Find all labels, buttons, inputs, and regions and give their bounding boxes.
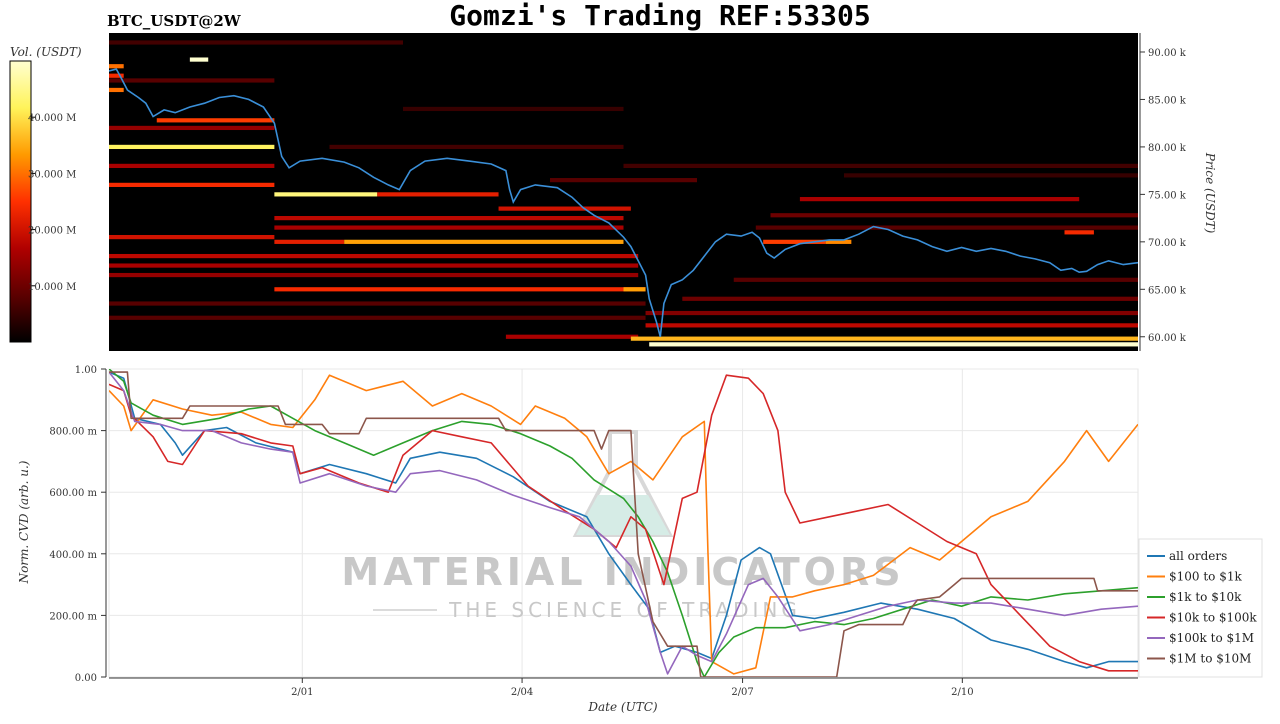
price-tick-label: 80.00 k: [1148, 143, 1187, 154]
liquidity-band: [403, 106, 624, 112]
liquidity-band: [844, 173, 1138, 178]
cvd-tick-label: 0.00: [75, 673, 97, 684]
liquidity-band: [763, 239, 826, 244]
cvd-axis-label: Norm. CVD (arb. u.): [17, 460, 31, 584]
liquidity-band: [274, 216, 624, 221]
liquidity-band: [109, 163, 275, 168]
liquidity-band: [1064, 230, 1094, 235]
price-axis-label: Price (USDT): [1203, 152, 1217, 234]
legend-entry: $100k to $1M: [1169, 631, 1254, 645]
liquidity-band: [109, 315, 646, 320]
liquidity-band: [274, 287, 646, 292]
watermark-line2: THE SCIENCE OF TRADING: [448, 598, 801, 622]
liquidity-band: [274, 225, 624, 230]
colorbar-label: Vol. (USDT): [10, 45, 82, 59]
price-tick-label: 75.00 k: [1148, 190, 1187, 201]
liquidity-band: [623, 287, 646, 292]
price-tick-label: 60.00 k: [1148, 333, 1187, 344]
cvd-tick-label: 1.00: [75, 365, 97, 376]
cvd-series-line: [109, 374, 1138, 675]
liquidity-band: [109, 78, 275, 83]
liquidity-band: [645, 310, 1138, 316]
liquidity-band: [630, 336, 1138, 341]
price-tick-label: 90.00 k: [1148, 48, 1187, 59]
liquidity-band: [109, 73, 124, 78]
pair-label: BTC_USDT@2W: [107, 12, 242, 30]
liquidity-band: [109, 272, 639, 278]
watermark-flask-fill-icon: [576, 495, 670, 535]
liquidity-band: [344, 239, 624, 244]
liquidity-band: [109, 64, 124, 69]
colorbar-tick-label: 20.000 M: [28, 226, 76, 237]
liquidity-band: [550, 178, 697, 183]
price-line: [109, 68, 1138, 338]
liquidity-band: [109, 144, 275, 150]
date-axis-ticks: 2/01 2/04 2/07 2/10: [109, 677, 1138, 698]
price-tick-label: 70.00 k: [1148, 238, 1187, 249]
date-tick-label: 2/01: [291, 687, 313, 698]
cvd-series-line: [109, 371, 1138, 677]
liquidity-band: [109, 234, 275, 240]
cvd-tick-label: 600.00 m: [49, 488, 97, 499]
legend-entry: $1k to $10k: [1169, 590, 1242, 604]
cvd-tick-label: 200.00 m: [49, 611, 97, 622]
liquidity-band: [189, 57, 209, 62]
liquidity-band: [109, 301, 646, 306]
colorbar-tick-label: 40.000 M: [28, 113, 76, 124]
liquidity-band: [329, 144, 624, 150]
liquidity-band: [109, 253, 639, 259]
date-tick-label: 2/07: [731, 687, 753, 698]
cvd-panel: MATERIAL INDICATORS THE SCIENCE OF TRADI…: [17, 365, 1139, 714]
cvd-axis-ticks: 0.00 200.00 m 400.00 m 600.00 m 800.00 m 1.00: [49, 365, 107, 684]
colorbar-tick-label: 30.000 M: [28, 169, 76, 180]
cvd-tick-label: 800.00 m: [49, 427, 97, 438]
liquidity-band: [109, 182, 275, 187]
price-tick-label: 65.00 k: [1148, 285, 1187, 296]
heatmap-panel: 60.00 k 65.00 k 70.00 k 75.00 k 80.00 k 85.00…: [109, 33, 1217, 351]
colorbar-ticks: 10.000 M 20.000 M 30.000 M 40.000 M: [28, 113, 76, 293]
legend-entry: $10k to $100k: [1169, 611, 1257, 625]
date-tick-label: 2/10: [951, 687, 973, 698]
legend-entry: $100 to $1k: [1169, 570, 1242, 584]
price-tick-label: 85.00 k: [1148, 95, 1187, 106]
legend: all orders $100 to $1k $1k to $10k $10k to …: [1138, 538, 1263, 678]
liquidity-band: [645, 323, 1138, 328]
cvd-series: [109, 369, 1138, 677]
liquidity-band: [825, 239, 852, 244]
liquidity-band: [274, 239, 345, 244]
liquidity-band: [755, 225, 1138, 230]
liquidity-band: [109, 263, 639, 268]
cvd-series-line: [109, 371, 1138, 669]
colorbar-tick-label: 10.000 M: [28, 282, 76, 293]
colorbar-gradient: [9, 60, 32, 343]
cvd-series-line: [109, 371, 1138, 675]
date-tick-label: 2/04: [511, 687, 533, 698]
liquidity-band: [623, 163, 1138, 168]
liquidity-band: [109, 125, 275, 131]
liquidity-band: [109, 87, 124, 93]
legend-entry: $1M to $10M: [1169, 652, 1251, 666]
cvd-tick-label: 400.00 m: [49, 550, 97, 561]
liquidity-band: [274, 192, 378, 197]
liquidity-band: [498, 206, 631, 211]
liquidity-band: [505, 334, 639, 339]
liquidity-band: [109, 40, 403, 45]
legend-box: [1138, 538, 1263, 678]
chart-title: Gomzi's Trading REF:53305: [449, 0, 870, 32]
liquidity-band: [377, 192, 499, 197]
liquidity-band: [733, 277, 1138, 282]
cvd-series-line: [109, 374, 1138, 672]
liquidity-band: [682, 296, 1138, 301]
liquidity-band: [770, 213, 1138, 218]
liquidity-band: [156, 118, 275, 123]
liquidity-bands: [109, 40, 1138, 347]
price-axis-ticks: 60.00 k 65.00 k 70.00 k 75.00 k 80.00 k 85.00…: [1139, 33, 1187, 351]
legend-entry: all orders: [1169, 549, 1227, 563]
liquidity-band: [649, 342, 1138, 347]
date-axis-label: Date (UTC): [587, 700, 657, 714]
colorbar: Vol. (USDT) 10.000 M 20.000 M 30.000 M 40.0…: [9, 45, 82, 343]
liquidity-band: [799, 197, 1080, 202]
